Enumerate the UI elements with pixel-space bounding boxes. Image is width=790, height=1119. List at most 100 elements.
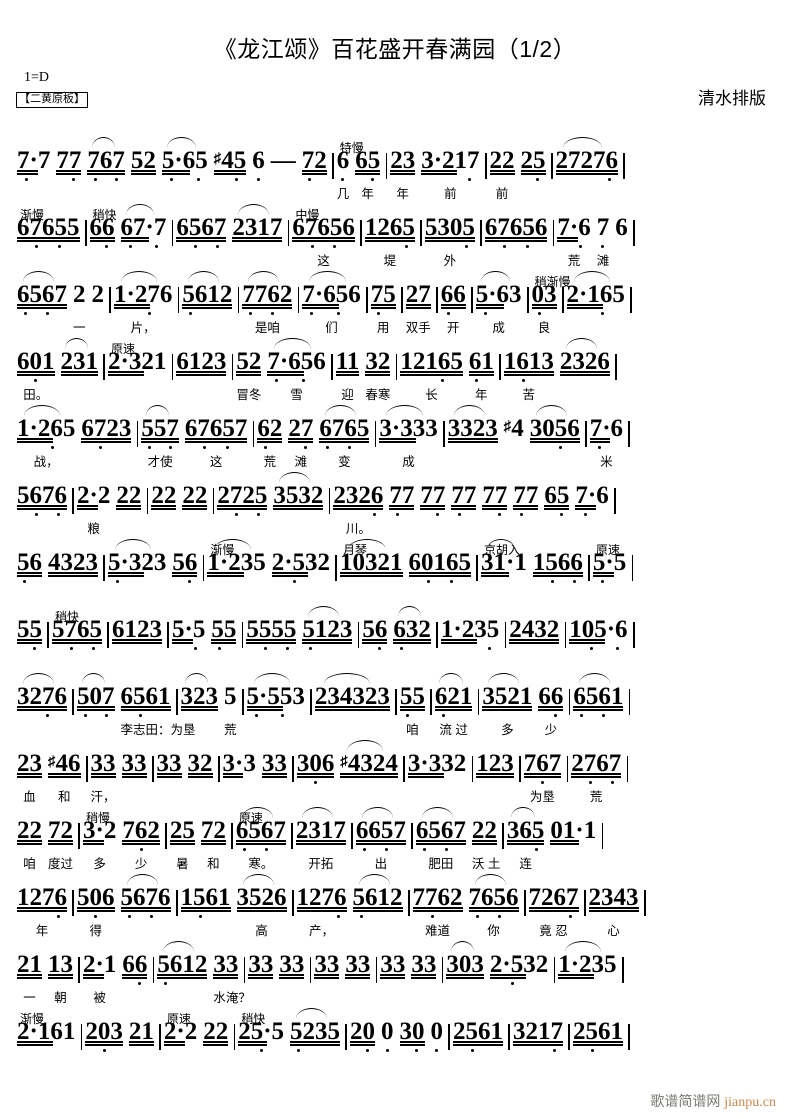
octave-dots [482,513,507,519]
octave-dots [52,647,102,653]
note-numerals: ♯45 [213,147,247,174]
note-group: 5·323 [108,539,166,587]
measure: 6657 出 [353,807,413,871]
note-numerals: 6123 [112,616,162,643]
note-numerals: 67656 [292,214,355,241]
lyric-line: 为垦 [529,790,555,804]
octave-dots [122,982,147,988]
note-numerals: 67·7 [120,214,167,241]
note-group: 6 [252,148,265,185]
note-numerals: 5612 [352,884,403,911]
note-numerals: 767 [523,750,562,777]
note-group: 33 [411,952,437,989]
note-numerals: 7267 [528,884,579,911]
note-group: 1566 [532,550,583,587]
note-numerals: 7656 [468,884,519,911]
note-numerals: 105·6 [569,616,628,643]
measure: 7762 难道 7656 你 [410,874,526,938]
note-group: 7·6 [575,483,609,520]
note-group: 27 双手 [405,282,431,335]
note-numerals: 5555 [246,616,297,643]
lyric-line: 是咱 [254,321,280,335]
note-group: 5612 [182,271,233,319]
note-group: 67656 [484,214,548,252]
note-group: ♯4324 [340,740,398,788]
slur-arc [214,539,251,550]
note-numerals: 1561 [180,884,231,911]
score-row: 55 稍快 5765 6123 5·5 55 5555 5123 56 632 1·235 2432 1… [14,587,776,654]
measure: 1613 苦 2326 [501,338,617,402]
octave-dots [129,1049,154,1055]
note-numerals: 30 [399,1018,425,1045]
note-numerals: 2·532 [271,549,331,576]
octave-dots [490,982,548,988]
measure: 3·332 [405,751,474,788]
slur-arc [81,673,105,684]
octave-dots [188,781,213,787]
note-group: 203 [85,1019,123,1056]
note-group: 5·553 [246,673,305,721]
octave-dots [141,446,179,452]
note-numerals: 632 [393,616,431,643]
octave-dots [257,446,282,452]
measure: 7·7 77 767 52 5·65 ♯45 6—72 [14,137,334,185]
note-numerals: 303 [446,951,484,978]
lyric-line: 堤 [383,254,397,268]
slur-arc [573,271,610,282]
octave-dots [217,513,267,519]
octave-dots [273,513,323,519]
measure: 1·235 [438,617,507,654]
score-row: 6567 2 一 2 1·276 片， 5612 7762 是咱 7·656 们 75 用 27 双手 66 开… [14,252,776,335]
octave-dots [314,982,339,988]
octave-dots [333,513,383,519]
octave-dots [211,647,236,653]
note-numerals: 3532 [273,482,324,509]
note-numerals: 33 [279,951,305,978]
note-group: 2725 [217,483,268,520]
measure: 557 才使 67657 这 [138,405,255,469]
note-group: 66 [89,215,115,252]
octave-dots [81,446,131,452]
note-numerals: 67656 [484,214,548,241]
note-numerals: 2326 [559,348,610,375]
note-group: 2·532 [489,952,548,989]
note-group: 03 良 [531,282,557,335]
lyric-line: 片， [130,321,156,335]
lyric-line: 前 [444,187,457,201]
octave-dots [504,446,524,452]
note-numerals: 6567 [235,817,286,844]
slur-arc [565,941,602,952]
note-numerals: 767 [87,147,125,174]
octave-dots [267,379,325,385]
lyric-line: 荒 [589,790,603,804]
octave-dots [350,1049,375,1055]
octave-dots [302,312,360,318]
lyric-line: 一 [73,321,86,335]
note-numerals: 77 [513,482,539,509]
note-numerals: 762 [122,817,160,844]
measure: 1265 堤 [362,215,422,268]
measure: 25 暑 72 和 [167,818,233,871]
note-numerals: 33 [90,750,116,777]
octave-dots [17,379,55,385]
measure: 601 田。 231 [14,338,105,402]
measure: 7762 是咱 [239,271,300,335]
note-group: 7267 竟 忍 [528,884,579,938]
measure: 5·5 55 [169,617,244,654]
measure: 1·235 [555,941,624,989]
note-numerals: 56 [17,549,42,576]
octave-dots [345,982,370,988]
note-group: 323 [180,673,218,721]
note-group: 1561 [180,884,231,922]
measure: 7·6 荒 7 滩 6 [554,215,636,268]
note-group: 7762 是咱 [242,271,293,335]
note-group: 7·6 米 [589,416,623,469]
octave-dots [242,312,292,318]
note-numerals: 10321 [340,549,403,576]
lyric-line: 和 [207,857,220,871]
measure: 月琴 10321 60165 [337,539,479,587]
note-group: 7·656 雪 [267,338,326,402]
lyric-line: 前 [495,187,509,201]
note-numerals: 3·2 [83,817,117,844]
slur-arc [565,338,597,349]
